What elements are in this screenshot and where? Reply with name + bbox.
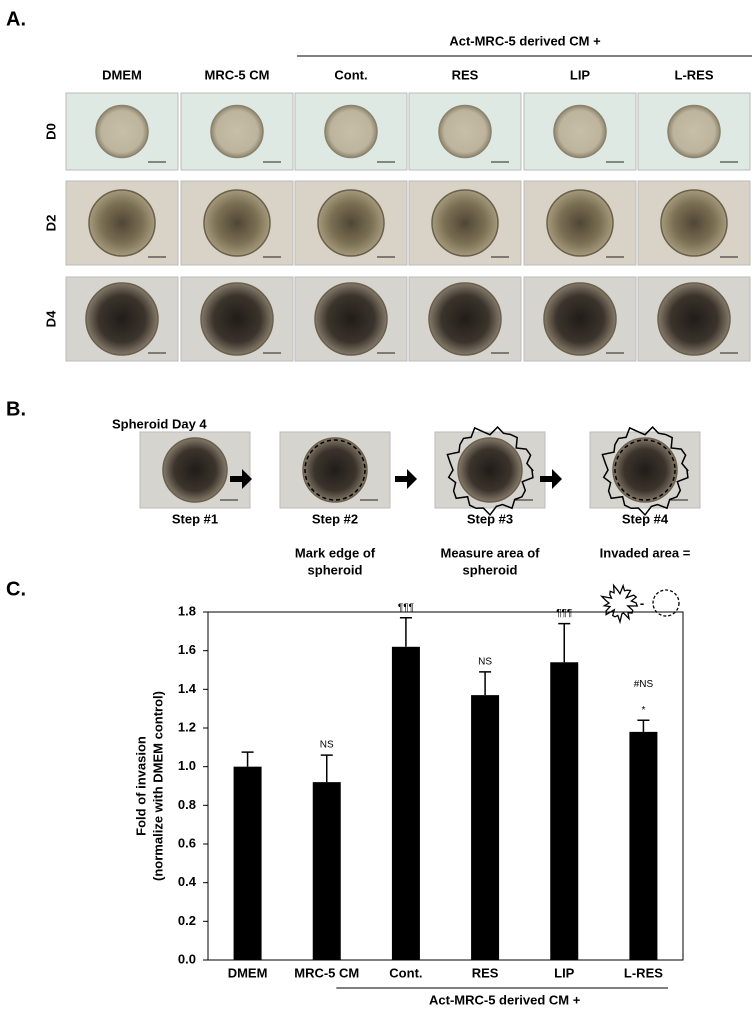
spheroid (203, 189, 271, 257)
spheroid (162, 437, 228, 503)
spheroid (95, 104, 149, 159)
error-bar (637, 719, 650, 732)
y-axis-label: Fold of invasion (133, 736, 148, 836)
plot-frame (207, 611, 684, 961)
spheroid (88, 189, 156, 257)
icon-dashed (652, 589, 680, 617)
step-caption: Invaded area = (600, 545, 691, 560)
x-tick-label: Cont. (389, 965, 422, 980)
step-caption: spheroid (308, 562, 363, 577)
row-label: D0 (43, 123, 58, 140)
spheroid (457, 437, 523, 503)
icon-solid (599, 583, 639, 625)
spheroid (317, 189, 385, 257)
bar (233, 766, 262, 960)
annotation: #NS (634, 679, 654, 690)
spheroid (553, 104, 607, 159)
step-label: Step #2 (312, 511, 358, 526)
column-label: Cont. (334, 67, 367, 82)
error-bar (399, 617, 412, 647)
spheroid (200, 282, 274, 356)
bar (629, 731, 658, 960)
annotation: NS (478, 657, 492, 668)
arrow (540, 469, 562, 489)
spheroid (324, 104, 378, 159)
spheroid (438, 104, 492, 159)
y-tick-label: 0.0 (178, 951, 196, 966)
column-label: DMEM (102, 67, 142, 82)
spheroid (210, 104, 264, 159)
column-label: RES (452, 67, 479, 82)
annotation: NS (320, 740, 334, 751)
group-label: Act-MRC-5 derived CM + (449, 33, 601, 48)
error-bar (241, 751, 254, 767)
panel-label: C. (6, 578, 26, 600)
x-tick-label: DMEM (228, 965, 268, 980)
x-tick-label: L-RES (624, 965, 663, 980)
spheroid (431, 189, 499, 257)
y-tick-label: 1.6 (178, 642, 196, 657)
bar (391, 646, 420, 960)
column-label: MRC-5 CM (205, 67, 270, 82)
error-bar (320, 754, 333, 783)
step-caption: Measure area of (441, 545, 541, 560)
arrow (395, 469, 417, 489)
column-label: LIP (570, 67, 591, 82)
spheroid (546, 189, 614, 257)
y-tick-label: 0.4 (178, 874, 197, 889)
y-tick-label: 1.8 (178, 603, 196, 618)
spheroid (314, 282, 388, 356)
step-label: Step #1 (172, 511, 218, 526)
x-tick-label: MRC-5 CM (294, 965, 359, 980)
edge-outline (304, 439, 366, 501)
y-tick-label: 0.6 (178, 835, 196, 850)
area-outline (601, 426, 690, 517)
y-axis-label: (normalize with DMEM control) (150, 691, 165, 881)
spheroid (612, 437, 678, 503)
bar (471, 695, 500, 960)
spheroid (428, 282, 502, 356)
spheroid (85, 282, 159, 356)
step-label: Step #4 (622, 511, 669, 526)
row-label: D2 (43, 215, 58, 232)
spheroid (660, 189, 728, 257)
step-caption: spheroid (463, 562, 518, 577)
panel-b-title: Spheroid Day 4 (112, 416, 207, 431)
error-bar (479, 671, 492, 696)
annotation: ¶¶¶ (556, 608, 572, 619)
y-tick-label: 0.8 (178, 797, 196, 812)
step-label: Step #3 (467, 511, 513, 526)
area-outline (446, 426, 535, 517)
bar (312, 782, 341, 960)
spheroid (657, 282, 731, 356)
spheroid (667, 104, 721, 159)
y-tick-label: 1.2 (178, 719, 196, 734)
arrow (230, 469, 252, 489)
operator: - (640, 595, 644, 610)
panel-label: A. (6, 8, 26, 30)
group-label: Act-MRC-5 derived CM + (429, 992, 581, 1007)
y-tick-label: 1.4 (178, 681, 197, 696)
spheroid (302, 437, 368, 503)
edge-outline (614, 439, 676, 501)
y-tick-label: 1.0 (178, 758, 196, 773)
x-tick-label: LIP (554, 965, 575, 980)
error-bar (558, 622, 571, 663)
x-tick-label: RES (472, 965, 499, 980)
bar (550, 662, 579, 960)
step-caption: Mark edge of (295, 545, 376, 560)
spheroid (543, 282, 617, 356)
panel-label: B. (6, 398, 26, 420)
annotation: ¶¶¶ (398, 602, 414, 613)
row-label: D4 (43, 310, 58, 327)
annotation: * (641, 705, 645, 716)
y-tick-label: 0.2 (178, 913, 196, 928)
column-label: L-RES (675, 67, 714, 82)
